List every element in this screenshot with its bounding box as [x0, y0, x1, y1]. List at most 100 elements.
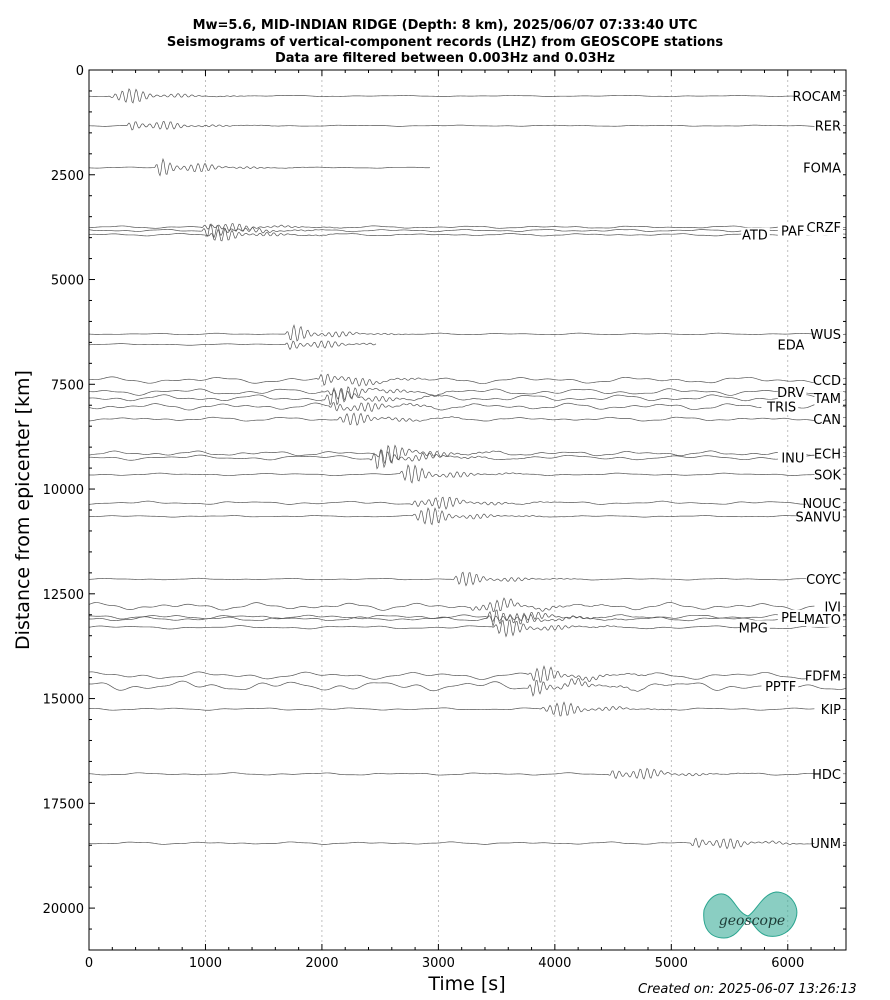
station-label-rer: RER [815, 120, 841, 135]
trace-ivi [88, 597, 847, 613]
trace-ech [88, 444, 847, 465]
y-tick-label: 17500 [43, 797, 84, 812]
y-tick-label: 10000 [43, 483, 84, 498]
y-tick-label: 5000 [51, 274, 84, 289]
x-tick-label: 4000 [538, 956, 571, 971]
y-tick-label: 0 [76, 64, 84, 79]
trace-eda [88, 340, 377, 351]
axis-ticks: 0 1000 2000 3000 4000 5000 6000 0 2500 5000 7500 10… [43, 64, 846, 971]
trace-crzf [88, 223, 847, 233]
y-tick-label: 7500 [51, 378, 84, 393]
station-label-eda: EDA [778, 338, 805, 353]
station-label-bg [814, 467, 843, 483]
station-label-mato: MATO [804, 613, 841, 628]
station-label-bg [761, 399, 799, 415]
trace-sanvu [88, 507, 846, 526]
station-label-pel: PEL [781, 611, 805, 626]
x-tick-label: 6000 [771, 956, 804, 971]
trace-sok [88, 464, 847, 484]
geoscope-logo: geoscope [700, 888, 802, 946]
station-label-bg [806, 611, 843, 627]
chart-title: Mw=5.6, MID-INDIAN RIDGE (Depth: 8 km), … [192, 18, 698, 33]
logo-globe-shape [703, 891, 798, 939]
station-label-bg [806, 160, 843, 176]
station-label-bg [814, 767, 843, 782]
trace-drv [88, 386, 847, 401]
seismogram-traces [88, 88, 847, 850]
station-label-pptf: PPTF [765, 680, 796, 695]
station-label-bg [798, 509, 843, 525]
station-label-bg [741, 227, 770, 243]
trace-tam [88, 386, 847, 406]
station-label-can: CAN [813, 413, 841, 428]
station-label-bg [777, 337, 807, 353]
trace-kip [88, 701, 847, 717]
trace-ccd [89, 373, 847, 387]
trace-coyc [88, 571, 847, 587]
station-label-bg [814, 412, 843, 428]
station-label-coyc: COYC [806, 573, 841, 588]
trace-rer [89, 120, 847, 131]
station-label-bg [806, 495, 843, 511]
station-label-bg [814, 373, 843, 389]
trace-wus [88, 324, 847, 342]
chart-filter-note: Data are filtered between 0.003Hz and 0.… [274, 51, 616, 66]
trace-hdc [88, 767, 847, 780]
station-label-bg [814, 599, 843, 615]
trace-can [88, 412, 847, 426]
y-tick-label: 20000 [43, 902, 84, 917]
station-label-wus: WUS [810, 328, 841, 343]
trace-pel [88, 609, 847, 628]
station-label-hdc: HDC [812, 768, 841, 783]
trace-foma [88, 157, 431, 177]
station-label-bg [806, 572, 843, 588]
trace-nouc [88, 496, 847, 510]
station-label-bg [777, 609, 807, 625]
station-label-bg [777, 384, 807, 400]
trace-atd [88, 227, 847, 242]
station-label-foma: FOMA [803, 162, 841, 177]
station-label-ech: ECH [814, 447, 841, 462]
station-label-ivi: IVI [824, 600, 841, 615]
station-label-paf: PAF [781, 224, 804, 239]
station-label-bg [806, 668, 843, 684]
station-label-ccd: CCD [813, 374, 841, 389]
station-label-bg [761, 679, 799, 694]
trace-inu [88, 448, 846, 470]
station-label-sanvu: SANVU [795, 510, 841, 525]
trace-rocam [88, 88, 847, 104]
logo-text: geoscope [719, 913, 785, 929]
station-label-bg [814, 702, 843, 718]
trace-fdfm [88, 665, 847, 683]
station-label-bg [814, 118, 843, 134]
station-label-bg [741, 620, 770, 636]
chart-subtitle: Seismograms of vertical-component record… [166, 35, 724, 50]
trace-pptf [88, 677, 847, 697]
station-label-nouc: NOUC [802, 497, 841, 512]
trace-unm [88, 837, 847, 850]
y-tick-label: 2500 [51, 169, 84, 184]
station-label-bg [777, 450, 807, 466]
station-label-tris: TRIS [766, 400, 796, 415]
x-tick-label: 5000 [655, 956, 688, 971]
x-tick-label: 1000 [189, 956, 222, 971]
trace-paf [88, 223, 847, 239]
y-tick-label: 12500 [43, 588, 84, 603]
station-label-bg [814, 391, 843, 407]
station-label-unm: UNM [811, 837, 841, 852]
x-tick-label: 2000 [305, 956, 338, 971]
x-tick-label: 3000 [422, 956, 455, 971]
station-label-bg [814, 327, 843, 342]
station-label-rocam: ROCAM [793, 90, 841, 105]
trace-mato [88, 612, 847, 625]
created-timestamp: Created on: 2025-06-07 13:26:13 [638, 982, 857, 997]
x-axis-label: Time [s] [427, 973, 505, 995]
station-label-tam: TAM [813, 392, 841, 407]
station-label-atd: ATD [742, 229, 768, 244]
station-label-fdfm: FDFM [805, 670, 841, 685]
station-label-bg [798, 88, 843, 104]
station-label-kip: KIP [821, 703, 841, 718]
station-label-inu: INU [781, 452, 804, 467]
